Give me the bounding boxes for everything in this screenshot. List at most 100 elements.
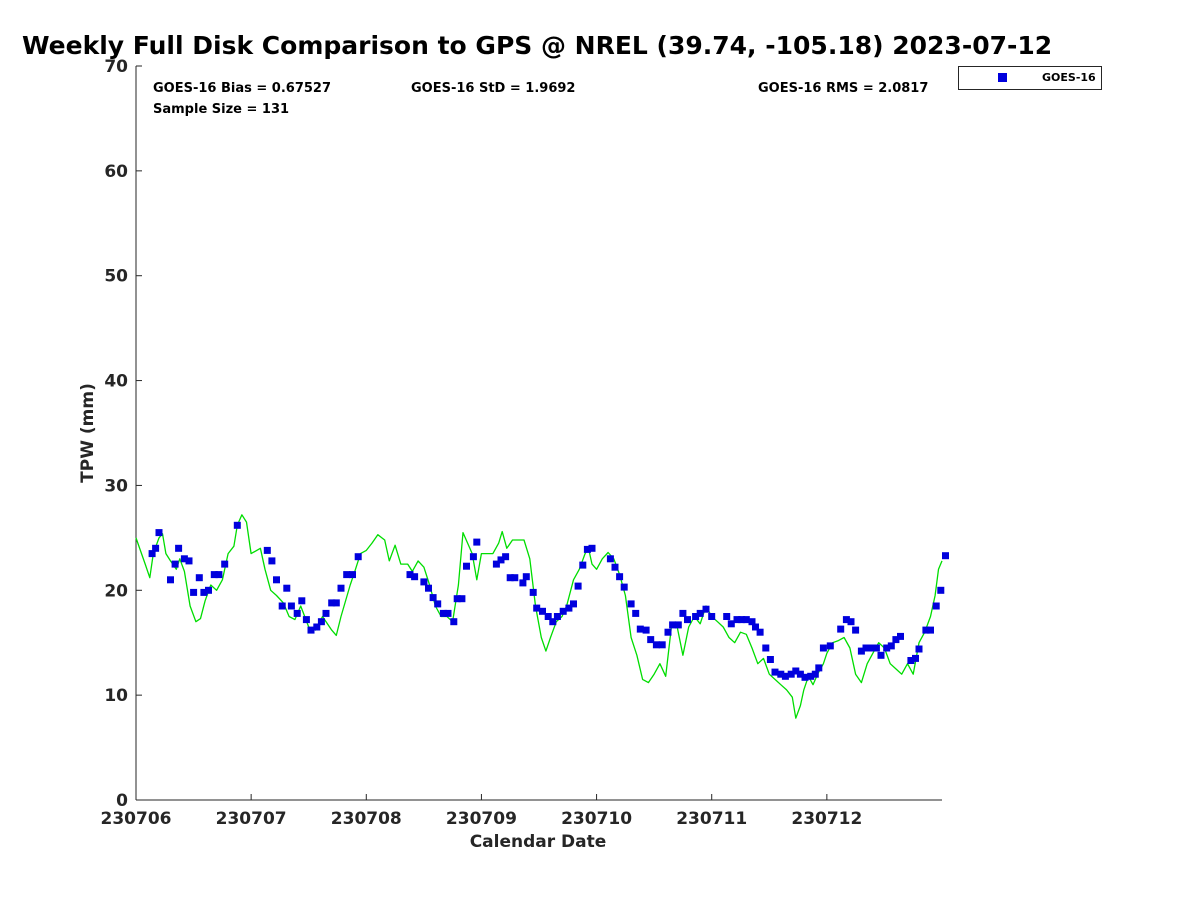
goes-16-point — [636, 625, 644, 633]
goes-16-point — [632, 609, 640, 617]
goes-16-point — [522, 573, 530, 581]
goes-16-point — [298, 597, 306, 605]
goes-16-point — [221, 560, 229, 568]
goes-16-point — [771, 668, 779, 676]
goes-16-point — [565, 604, 573, 612]
rms-stat: GOES-16 RMS = 2.0817 — [758, 81, 928, 96]
goes-16-point — [473, 538, 481, 546]
chart-title: Weekly Full Disk Comparison to GPS @ NRE… — [22, 31, 1052, 60]
goes-16-point — [742, 616, 750, 624]
goes-16-point — [171, 560, 179, 568]
goes-16-point — [611, 563, 619, 571]
goes-16-point — [337, 584, 345, 592]
goes-16-point — [664, 628, 672, 636]
goes-16-point — [679, 609, 687, 617]
goes-16-point — [857, 647, 865, 655]
goes-16-point — [616, 573, 624, 581]
sample-size-stat: Sample Size = 131 — [153, 102, 289, 117]
x-axis-label: Calendar Date — [470, 832, 607, 852]
x-tick-label: 230709 — [446, 809, 517, 829]
goes-16-point — [915, 645, 923, 653]
goes-16-point — [167, 576, 174, 584]
y-tick-label: 70 — [104, 57, 128, 77]
goes-16-point — [190, 588, 198, 596]
y-tick-label: 60 — [104, 162, 128, 182]
goes-16-point — [723, 613, 731, 620]
legend-label-goes-16: GOES-16 — [1042, 71, 1096, 84]
y-tick-label: 30 — [104, 476, 128, 496]
legend-marker-goes-16 — [998, 73, 1007, 82]
goes-16-point — [195, 574, 203, 582]
goes-16-point — [215, 571, 223, 579]
goes-16-point — [463, 562, 470, 570]
y-tick-label: 40 — [104, 372, 128, 392]
goes-16-point — [420, 578, 428, 586]
goes-16-point — [796, 670, 804, 678]
x-tick-label: 230711 — [676, 809, 747, 829]
goes-16-point — [539, 607, 546, 615]
y-axis-ticks: 0 10 20 30 40 50 60 70 — [104, 57, 142, 811]
goes-16-point — [912, 654, 919, 662]
goes-16-point — [502, 553, 510, 561]
goes-16-point — [801, 673, 809, 681]
goes-16-point — [328, 599, 336, 607]
x-tick-label: 230707 — [216, 809, 287, 829]
goes-16-point — [268, 557, 276, 565]
y-tick-label: 0 — [116, 791, 128, 811]
goes-16-point — [658, 641, 666, 649]
y-tick-label: 50 — [104, 267, 128, 287]
goes-16-point — [273, 576, 280, 584]
goes-16-point — [766, 656, 774, 663]
goes-16-point — [497, 556, 505, 564]
goes-16-point — [529, 588, 537, 596]
goes-16-point — [927, 626, 934, 634]
goes-16-point — [738, 616, 746, 624]
y-tick-label: 20 — [104, 581, 128, 601]
goes-16-point — [792, 667, 800, 675]
goes-16-point — [425, 584, 432, 592]
goes-16-point — [148, 550, 156, 558]
goes-16-point — [519, 579, 527, 587]
goes-16-point — [200, 588, 208, 596]
goes-16-point — [588, 544, 596, 552]
goes-16-point — [185, 557, 193, 565]
goes-16-point — [302, 616, 310, 624]
goes-16-point — [307, 626, 315, 634]
goes-16-point — [205, 586, 212, 594]
goes-16-point — [317, 618, 325, 626]
goes-16-point — [322, 609, 330, 617]
goes-16-point — [155, 529, 163, 537]
goes-16-point — [354, 553, 362, 561]
goes-16-point — [506, 574, 514, 582]
goes-16-point — [411, 573, 419, 581]
goes-16-point — [278, 602, 286, 610]
goes-16-point — [819, 644, 827, 652]
goes-16-point — [544, 613, 552, 620]
goes-16-point — [444, 609, 452, 617]
goes-16-point — [579, 561, 587, 569]
goes-16-point — [627, 600, 635, 608]
goes-16-point — [872, 644, 880, 652]
goes-16-point — [652, 641, 660, 649]
goes-16-point — [922, 626, 930, 634]
goes-16-point — [837, 625, 845, 633]
goes-16-point — [669, 621, 677, 629]
goes-16-point — [708, 613, 716, 620]
goes-16-point — [434, 600, 442, 608]
goes-16-point — [642, 626, 650, 634]
x-axis-ticks: 230706 230707 230708 230709 230710 230711 2307… — [101, 794, 862, 829]
goes-16-point — [152, 544, 160, 552]
goes-16-point — [210, 571, 218, 579]
goes-16-point — [696, 609, 704, 617]
goes-16-point — [867, 644, 875, 652]
goes-16-point — [283, 584, 291, 592]
goes-16-point — [932, 602, 940, 610]
x-tick-label: 230710 — [561, 809, 632, 829]
goes-16-point — [570, 600, 577, 608]
goes-16-point — [233, 521, 241, 529]
goes-16-point — [897, 632, 904, 640]
goes-16-point — [777, 670, 785, 678]
goes-16-point — [453, 595, 461, 603]
std-stat: GOES-16 StD = 1.9692 — [411, 81, 575, 96]
goes-16-point — [937, 586, 945, 594]
